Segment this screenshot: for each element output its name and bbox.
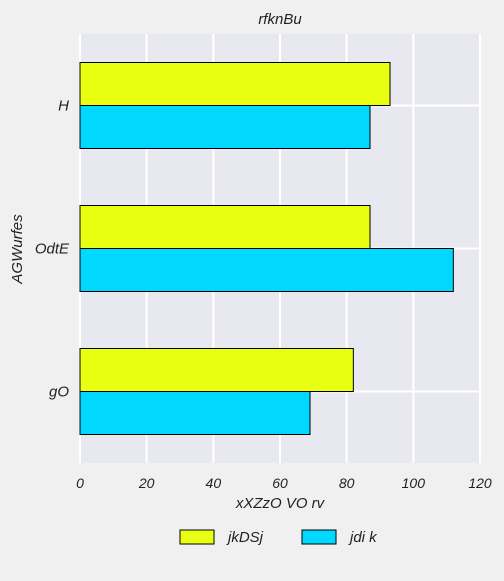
bar-jdi-k-OdtE [79,248,454,292]
legend-swatch [179,529,215,545]
legend-label: jdi k [348,529,378,546]
x-tick-label: 40 [206,475,222,491]
x-tick-label: 60 [272,475,288,491]
bars [79,62,454,435]
legend-swatch [301,529,337,545]
y-tick-label: OdtE [35,241,70,258]
bar-jkDSj-gO [79,348,354,392]
y-tick-label: H [58,98,69,115]
x-axis-label: xXZzO VO rv [235,495,326,512]
y-axis-label: AGWurfes [9,214,26,285]
x-tick-label: 80 [339,475,355,491]
x-tick-label: 0 [76,475,84,491]
x-tick-label: 100 [402,475,426,491]
bar-jkDSj-H [79,62,391,106]
y-tick-label: gO [49,384,69,401]
bar-jdi-k-gO [79,391,311,435]
legend: jkDSj jdi k [179,529,378,546]
x-tick-label: 20 [138,475,155,491]
x-tick-label: 120 [468,475,492,491]
bar-jdi-k-H [79,105,371,149]
chart-title: rfknBu [258,11,302,28]
axes: 0 20 40 60 80 100 120 H OdtE gO [35,98,492,492]
legend-label: jkDSj [226,529,264,546]
bar-jkDSj-OdtE [79,205,371,249]
